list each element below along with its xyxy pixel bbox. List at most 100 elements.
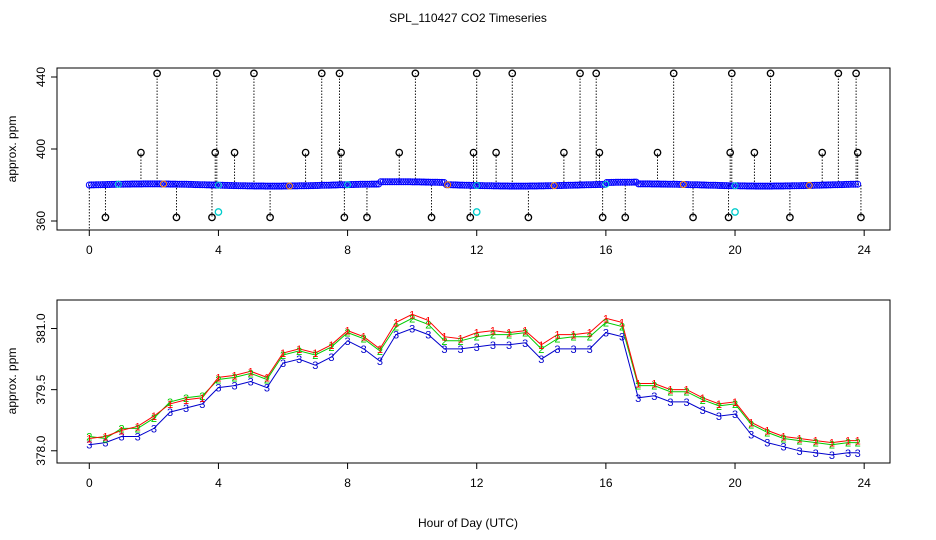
baseline-point [318, 181, 326, 189]
series-3-marker: 3 [296, 354, 302, 366]
series-2-marker: 2 [855, 438, 861, 450]
baseline-point [849, 180, 857, 188]
series-3-marker: 3 [619, 332, 625, 344]
bottom-x-tick-label: 20 [728, 476, 742, 490]
baseline-point [212, 181, 220, 189]
series-2-marker: 2 [183, 393, 189, 405]
baseline-point [537, 182, 545, 190]
series-1-marker: 1 [651, 379, 657, 391]
baseline-point [305, 182, 312, 190]
baseline-point [187, 180, 195, 188]
baseline-point [795, 182, 803, 190]
baseline-point [314, 182, 322, 189]
series-2-marker: 2 [232, 372, 238, 384]
baseline-point [225, 182, 233, 189]
baseline-point [397, 178, 405, 186]
baseline-point [630, 178, 638, 186]
outlier-point [766, 69, 775, 78]
baseline-point [836, 181, 844, 189]
baseline-point [142, 180, 150, 188]
baseline-point [241, 182, 249, 190]
baseline-point [641, 180, 649, 188]
outlier-point [172, 213, 181, 222]
baseline-point [277, 182, 285, 190]
series-2-marker: 2 [554, 334, 560, 346]
series-3-marker: 3 [215, 383, 221, 395]
baseline-point [429, 178, 437, 186]
bottom-y-tick-label: 381.0 [34, 313, 48, 343]
baseline-point-alt [285, 182, 293, 190]
bottom-y-tick-label: 378.0 [34, 435, 48, 465]
series-3-marker: 3 [764, 438, 770, 450]
baseline-point [259, 182, 267, 190]
baseline-point [490, 182, 498, 190]
baseline-point [248, 182, 256, 190]
outlier-point [208, 213, 216, 222]
series-1-marker: 1 [215, 372, 221, 384]
baseline-point [485, 182, 493, 190]
baseline-point [619, 178, 627, 186]
baseline-point [558, 182, 566, 189]
baseline-point-alt [160, 180, 168, 188]
baseline-point [359, 180, 367, 188]
series-2-marker: 2 [119, 423, 125, 435]
baseline-point [126, 180, 134, 188]
series-3-marker: 3 [232, 381, 238, 393]
baseline-point [112, 180, 120, 188]
baseline-point [637, 180, 645, 188]
series-2-marker: 2 [328, 342, 334, 354]
baseline-point [793, 182, 801, 190]
baseline-point [302, 182, 310, 190]
baseline-point [257, 182, 265, 190]
series-1-marker: 1 [312, 348, 318, 360]
baseline-point [470, 181, 477, 189]
baseline-point [140, 180, 147, 188]
series-2-marker: 2 [764, 427, 770, 439]
outlier-point [560, 148, 568, 157]
baseline-point [761, 182, 769, 190]
series-3-marker: 3 [425, 330, 431, 342]
top-panel: 0 4 8 12 16 20 24 360 400 440 approx. ppm [5, 67, 891, 257]
baseline-point [180, 180, 188, 188]
series-1-marker: 1 [619, 317, 625, 329]
baseline-point [329, 181, 337, 189]
baseline-point [628, 178, 636, 186]
baseline-point [101, 181, 109, 189]
baseline-point-alt [550, 182, 558, 190]
series-1-marker: 1 [248, 366, 254, 378]
baseline-point [845, 180, 853, 188]
baseline-point [671, 180, 679, 188]
baseline-point [176, 180, 184, 188]
series-3-marker: 3 [119, 432, 125, 444]
baseline-point [510, 182, 518, 190]
baseline-point [131, 180, 138, 188]
baseline-point [144, 180, 152, 188]
baseline-point [363, 180, 371, 188]
series-2-marker: 2 [312, 350, 318, 362]
top-x-axis: 0 4 8 12 16 20 24 [86, 230, 871, 257]
baseline-point [418, 178, 425, 186]
series-2-marker: 2 [603, 317, 609, 329]
baseline-point [598, 180, 606, 188]
baseline-point [361, 180, 369, 188]
outlier-point [266, 213, 274, 222]
baseline-point [820, 181, 828, 189]
series-2-marker: 2 [506, 330, 512, 342]
baseline-point [237, 182, 245, 190]
outlier-point [472, 69, 481, 78]
baseline-point [542, 182, 550, 190]
series-2-marker: 2 [522, 328, 528, 340]
baseline-point [750, 182, 758, 190]
baseline-point [555, 182, 563, 189]
top-x-tick-label: 12 [470, 243, 484, 257]
baseline-point [228, 182, 236, 189]
baseline-point [399, 178, 407, 186]
outlier-point [466, 213, 475, 222]
series-2-marker: 2 [684, 387, 690, 399]
series-1-marker: 1 [829, 438, 835, 450]
baseline-point [409, 178, 416, 186]
top-x-tick-label: 20 [728, 243, 742, 257]
baseline-point [424, 178, 432, 186]
series-3-marker: 3 [490, 340, 496, 352]
chart-title: SPL_110427 CO2 Timeseries [389, 11, 547, 25]
